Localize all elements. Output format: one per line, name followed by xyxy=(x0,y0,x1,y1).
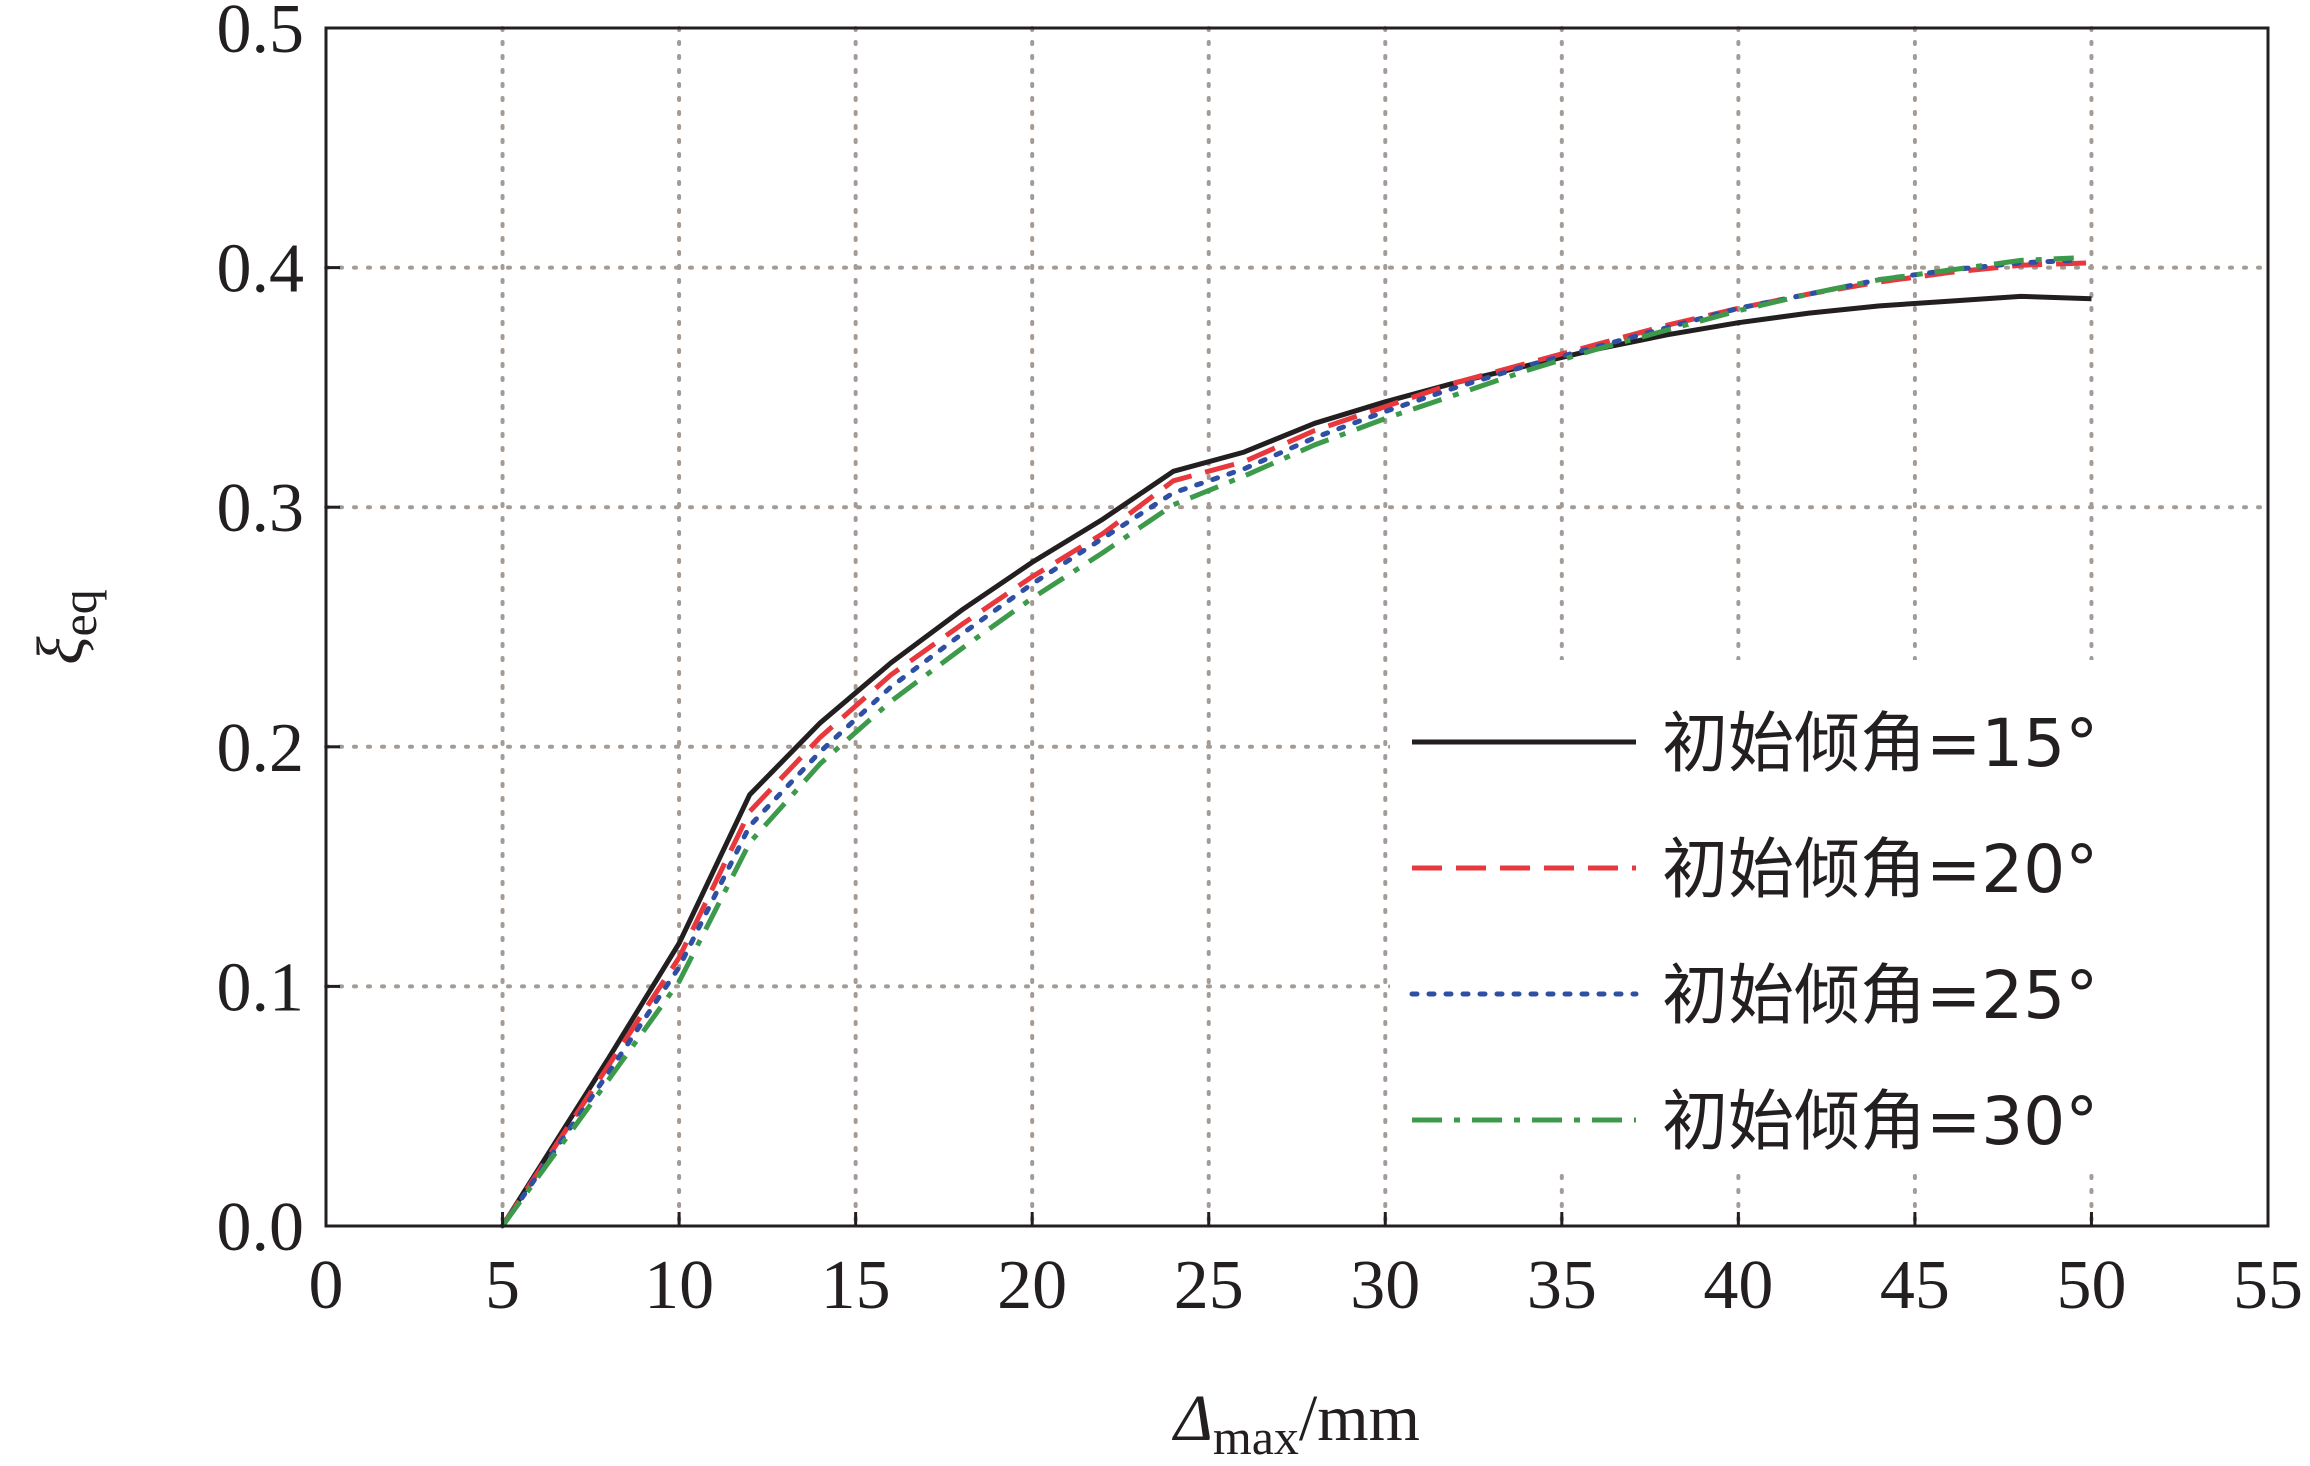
x-tick-label: 30 xyxy=(1350,1247,1420,1324)
legend-bg-rect xyxy=(1390,660,2266,1170)
y-axis-label-sub: eq xyxy=(51,589,107,636)
x-tick-label: 10 xyxy=(644,1247,714,1324)
x-axis-label-sub: max xyxy=(1213,1409,1299,1465)
x-tick-label: 55 xyxy=(2233,1247,2303,1324)
y-tick-label: 0.3 xyxy=(217,470,305,547)
y-tick-label: 0.4 xyxy=(217,231,305,308)
x-tick-label: 0 xyxy=(309,1247,344,1324)
x-tick-label: 45 xyxy=(1880,1247,1950,1324)
y-axis-label: ξeq xyxy=(24,589,107,664)
series-line-1 xyxy=(500,293,2092,1228)
legend-label-3: 初始倾角=25° xyxy=(1662,957,2098,1034)
series-line-2 xyxy=(500,260,2092,1228)
y-tick-label: 0.1 xyxy=(217,949,305,1026)
x-tick-label: 35 xyxy=(1527,1247,1597,1324)
x-tick-label: 20 xyxy=(997,1247,1067,1324)
x-tick-label: 40 xyxy=(1703,1247,1773,1324)
legend: 初始倾角=15° 初始倾角=20° 初始倾角=25° 初始倾角=30° xyxy=(1409,705,2098,1160)
x-tick-label: 25 xyxy=(1174,1247,1244,1324)
x-tick-label: 50 xyxy=(2056,1247,2126,1324)
ticks: 0 5 10 15 20 25 30 35 40 45 50 55 0.0 0.1 0.2 0.3 0.4 0.5 xyxy=(217,0,2304,1324)
series-line-4 xyxy=(500,255,2074,1228)
x-axis-label-unit: /mm xyxy=(1299,1382,1420,1455)
y-tick-label: 0.0 xyxy=(217,1189,305,1266)
series-layer xyxy=(500,255,2092,1229)
y-tick-label: 0.2 xyxy=(217,710,305,787)
legend-label-2: 初始倾角=20° xyxy=(1662,831,2098,908)
legend-label-4: 初始倾角=30° xyxy=(1662,1083,2098,1160)
x-tick-label: 15 xyxy=(821,1247,891,1324)
legend-background xyxy=(1390,660,2266,1170)
plot-frame xyxy=(324,26,2270,1228)
y-tick-label: 0.5 xyxy=(217,0,305,68)
legend-label-1: 初始倾角=15° xyxy=(1662,705,2098,782)
x-tick-label: 5 xyxy=(485,1247,520,1324)
grid xyxy=(324,26,2270,1228)
y-axis-label-main: ξ xyxy=(24,636,97,665)
x-axis-label: Δmax/mm xyxy=(1171,1382,1420,1465)
x-axis-label-main: Δ xyxy=(1171,1382,1213,1455)
